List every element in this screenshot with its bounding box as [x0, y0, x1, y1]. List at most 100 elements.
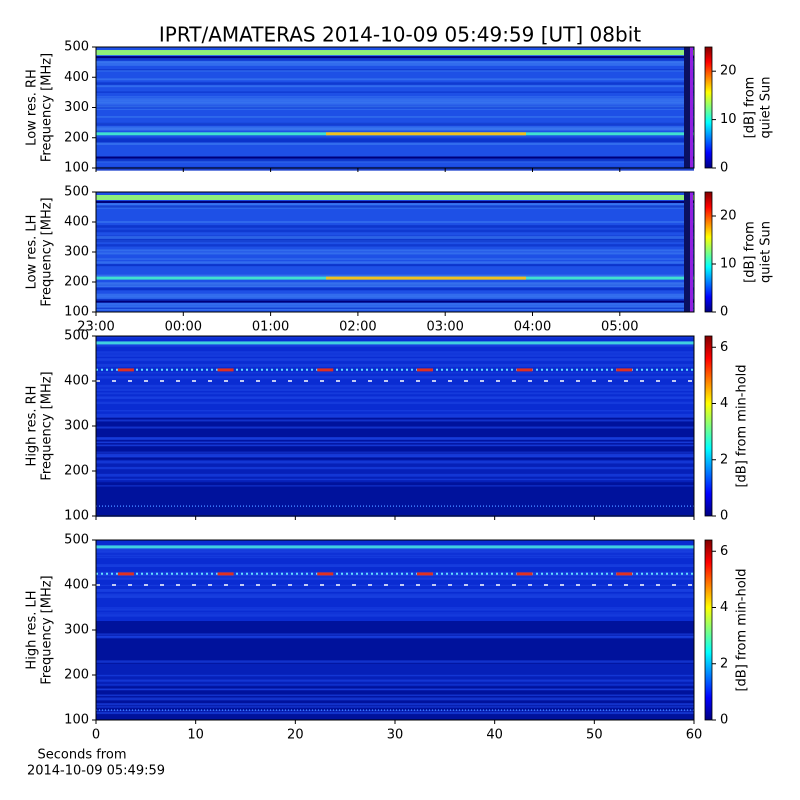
spectrogram-streak: [96, 63, 694, 66]
spectrogram-burst: [616, 572, 633, 576]
spectrogram-streak: [96, 466, 694, 470]
spectrogram-streak: [96, 236, 694, 239]
colorbar-label: [dB] from min-hold: [735, 568, 750, 691]
spectrogram-streak: [96, 710, 694, 712]
spectrogram-streak: [96, 295, 694, 298]
spectrogram-streak: [96, 127, 694, 130]
spectrogram-burst: [117, 572, 134, 576]
spectrogram-streak: [96, 455, 694, 458]
spectrogram-streak: [96, 258, 694, 260]
spectrogram-burst: [516, 572, 533, 576]
spectrogram-streak: [96, 358, 694, 361]
x-tick-label: 05:00: [601, 320, 638, 335]
spectrogram-streak: [96, 614, 694, 617]
spectrogram-streak: [96, 60, 694, 64]
x-tick-label: 40: [486, 728, 503, 743]
spectrogram-streak: [96, 344, 694, 347]
spectrogram-streak: [96, 202, 694, 205]
spectrogram-streak: [96, 593, 694, 597]
spectrogram-streak: [96, 451, 694, 453]
spectrogram-streak: [96, 201, 694, 203]
spectrogram-streak: [96, 70, 694, 72]
spectrogram-streak: [96, 608, 694, 611]
spectrogram-burst: [317, 572, 334, 576]
spectrogram-burst: [117, 368, 134, 372]
y-tick-label: 100: [64, 509, 89, 524]
spectrogram-streak: [96, 703, 694, 706]
spectrogram-streak: [96, 226, 694, 229]
colorbar-label: quiet Sun: [759, 76, 774, 138]
spectrogram-streak: [96, 293, 694, 297]
y-axis-label: Frequency [MHz]: [40, 371, 55, 480]
spectrogram-burst: [317, 368, 334, 372]
y-tick-label: 200: [64, 668, 89, 683]
spectrogram-streak: [96, 252, 694, 255]
x-tick-label: 02:00: [339, 320, 376, 335]
colorbar: [704, 46, 713, 169]
spectrogram-streak: [96, 660, 694, 663]
spectrogram-streak: [684, 192, 690, 312]
colorbar-tick-label: 0: [720, 509, 728, 524]
x-tick-label: 60: [686, 728, 703, 743]
colorbar-tick-label: 0: [720, 713, 728, 728]
spectrogram-streak: [96, 694, 694, 697]
y-axis-label: Frequency [MHz]: [40, 197, 55, 306]
spectrogram-streak: [96, 679, 694, 682]
spectrogram-streak: [96, 571, 694, 574]
y-tick-label: 200: [64, 275, 89, 290]
spectrogram-streak: [96, 554, 694, 557]
spectrogram-streak: [96, 139, 694, 142]
spectrogram-streak: [96, 302, 694, 306]
spectrogram-burst: [217, 368, 234, 372]
y-tick-label: 500: [64, 533, 89, 548]
colorbar-tick-label: 0: [720, 305, 728, 320]
spectrogram-background: [96, 192, 694, 312]
spectrogram-streak: [96, 341, 694, 345]
spectrogram-streak: [96, 307, 694, 309]
spectrogram-streak: [96, 595, 694, 598]
spectrogram-streak: [96, 82, 694, 85]
spectrogram-burst: [516, 368, 533, 372]
spectrogram-streak: [96, 358, 694, 360]
colorbar-label: quiet Sun: [759, 221, 774, 283]
x-tick-label: 10: [187, 728, 204, 743]
spectrogram-streak: [96, 100, 694, 104]
spectrogram-streak: [96, 284, 694, 287]
x-tick-label: 00:00: [165, 320, 202, 335]
spectrogram-streak: [690, 47, 693, 168]
spectrogram-streak: [96, 167, 694, 171]
colorbar-tick-label: 4: [720, 396, 728, 411]
spectrogram-streak: [96, 224, 694, 227]
y-axis-label: High res. RH: [25, 386, 40, 467]
colorbar-label: [dB] from: [743, 77, 758, 139]
spectrogram-streak: [96, 388, 694, 391]
spectrogram-streak: [96, 706, 694, 708]
x-tick-label: 50: [586, 728, 603, 743]
colorbar-tick-label: 6: [720, 544, 728, 559]
spectrogram-streak: [96, 711, 694, 715]
spectrogram-streak: [96, 264, 694, 267]
spectrogram-streak: [96, 590, 694, 592]
y-tick-label: 100: [64, 161, 89, 176]
y-tick-label: 300: [64, 419, 89, 434]
spectrogram-streak: [96, 607, 694, 609]
spectrogram-streak: [96, 102, 694, 105]
y-axis-label: Frequency [MHz]: [40, 575, 55, 684]
colorbar-label: [dB] from: [743, 221, 758, 283]
y-tick-label: 400: [64, 215, 89, 230]
x-tick-label: 01:00: [252, 320, 289, 335]
spectrogram-streak: [96, 409, 694, 412]
spectrogram-streak: [96, 453, 694, 456]
spectrogram-streak: [96, 392, 694, 395]
spectrogram-streak: [96, 437, 694, 440]
colorbar-tick-label: 0: [720, 161, 728, 176]
y-tick-label: 400: [64, 70, 89, 85]
spectrogram-streak: [96, 137, 694, 140]
y-tick-label: 200: [64, 130, 89, 145]
y-tick-label: 500: [64, 329, 89, 344]
spectrogram-streak: [96, 299, 694, 301]
spectrogram-streak: [96, 142, 694, 145]
y-tick-label: 100: [64, 305, 89, 320]
spectrogram-burst: [217, 572, 234, 576]
